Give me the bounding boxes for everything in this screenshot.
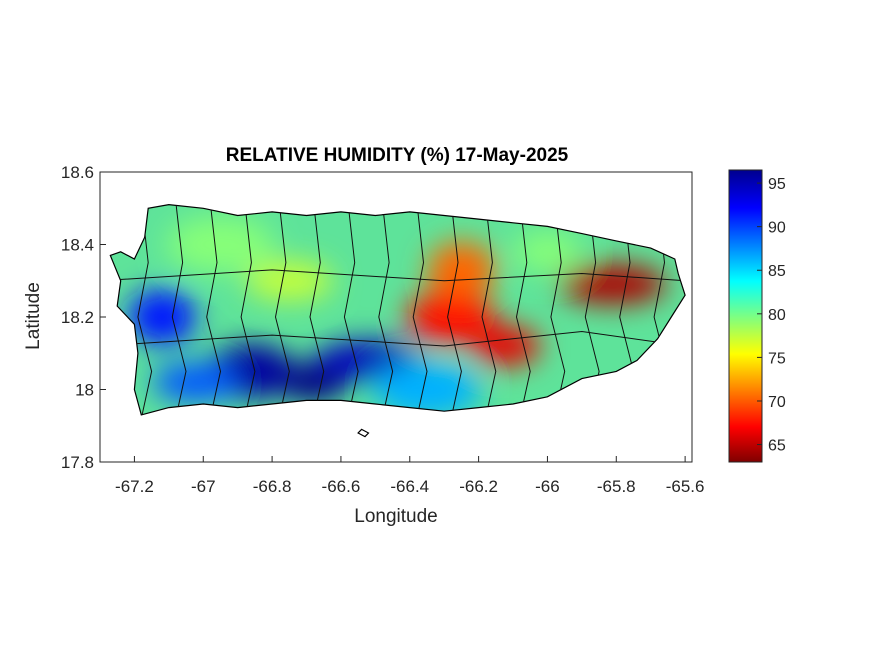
- municipality-boundary: [378, 204, 394, 415]
- x-tick-label: -67.2: [115, 477, 154, 496]
- x-axis-label: Longitude: [354, 506, 437, 527]
- y-tick-label: 18.4: [61, 236, 94, 255]
- humidity-field: [110, 204, 686, 415]
- island-coastline: [109, 203, 686, 416]
- humidity-cell: [407, 289, 496, 345]
- municipality-boundary: [274, 204, 290, 415]
- humidity-cell: [427, 241, 496, 298]
- humidity-cell: [127, 289, 196, 345]
- colorbar-tick-label: 95: [768, 176, 786, 193]
- municipality-boundary: [137, 204, 153, 415]
- colorbar-tick-label: 65: [768, 438, 786, 455]
- municipality-boundary: [550, 204, 566, 415]
- municipality-boundary: [343, 204, 359, 415]
- x-axis: -67.2 -67 -66.8 -66.6 -66.4 -66.2 -66 -65.8 -65.…: [115, 456, 704, 496]
- humidity-cell: [472, 326, 541, 366]
- x-tick-label: -66.6: [322, 477, 361, 496]
- colorbar: [728, 169, 763, 463]
- y-tick-label: 17.8: [61, 453, 94, 472]
- humidity-cell: [558, 264, 667, 305]
- colorbar-tick-label: 70: [768, 394, 786, 411]
- chart-title: RELATIVE HUMIDITY (%) 17-May-2025: [226, 145, 569, 166]
- islet-coastline: [357, 428, 370, 438]
- colorbar-ticks: 95 90 85 80 75 70 65: [757, 176, 786, 455]
- x-tick-label: -65.8: [597, 477, 636, 496]
- colorbar-tick-label: 90: [768, 220, 786, 237]
- x-tick-label: -65.6: [666, 477, 705, 496]
- municipality-boundary: [481, 204, 497, 415]
- municipality-boundary: [447, 204, 462, 415]
- municipality-boundary: [171, 204, 187, 415]
- x-tick-label: -66.4: [390, 477, 429, 496]
- colorbar-tick-label: 80: [768, 307, 786, 324]
- humidity-cell: [245, 260, 334, 301]
- humidity-cell: [152, 362, 241, 403]
- x-tick-label: -66: [535, 477, 560, 496]
- municipality-boundary: [515, 204, 531, 415]
- x-tick-label: -66.8: [253, 477, 292, 496]
- municipality-boundary: [110, 269, 686, 282]
- x-tick-label: -66.2: [459, 477, 498, 496]
- colorbar-tick-label: 85: [768, 263, 786, 280]
- y-tick-label: 18: [75, 381, 94, 400]
- municipality-boundary: [412, 204, 428, 415]
- municipality-boundary: [240, 204, 256, 415]
- y-axis-label: Latitude: [23, 282, 44, 350]
- municipality-boundary: [110, 330, 686, 347]
- y-axis: 18.6 18.4 18.2 18 17.8: [61, 163, 106, 472]
- municipality-boundary: [309, 204, 325, 415]
- y-tick-label: 18.2: [61, 308, 94, 327]
- humidity-cell: [513, 231, 582, 272]
- y-tick-label: 18.6: [61, 163, 94, 182]
- x-tick-label: -67: [191, 477, 216, 496]
- colorbar-tick-label: 75: [768, 350, 786, 367]
- municipality-boundary: [206, 204, 222, 415]
